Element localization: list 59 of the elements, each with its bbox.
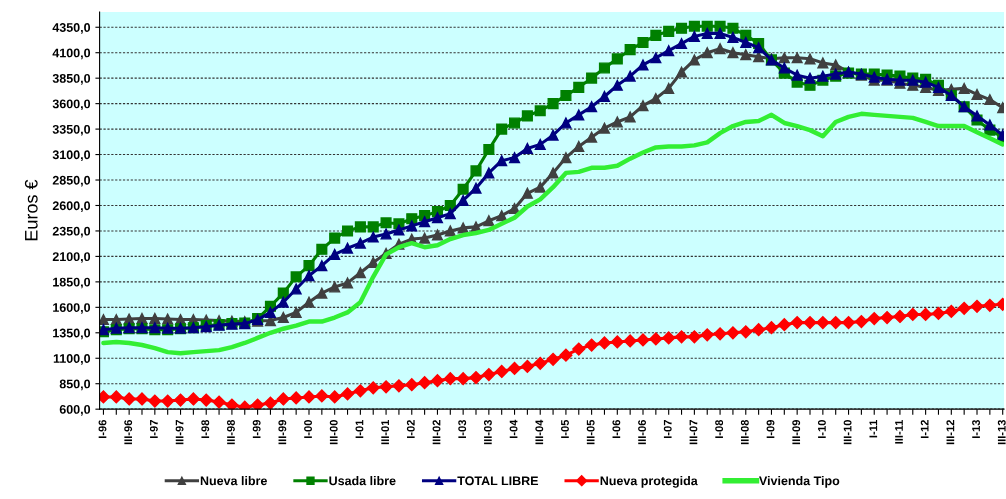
y-tick-label: 4350,0 (52, 23, 91, 34)
y-tick-label: 3100,0 (52, 150, 91, 162)
x-tick-label: I-08 (715, 419, 724, 438)
x-tick-label: III-04 (535, 419, 544, 445)
x-tick-label: III-99 (278, 420, 287, 445)
x-tick-label: I-96 (98, 420, 107, 438)
y-tick-label: 1850,0 (53, 277, 91, 289)
x-tick-label: I-04 (509, 419, 518, 438)
y-tick-label: 2850,0 (52, 175, 91, 187)
x-tick-label: III-10 (843, 420, 852, 445)
x-tick-label: I-05 (561, 419, 569, 438)
x-tick-label: III-00 (329, 420, 338, 445)
x-tick-label: I-07 (663, 420, 672, 438)
y-tick-label: 2600,0 (52, 201, 91, 212)
legend-label: Usada libre (329, 476, 396, 486)
y-tick-label: 850,0 (59, 379, 91, 391)
y-tick-label: 1600,0 (53, 303, 91, 314)
x-tick-label: I-02 (406, 420, 415, 438)
x-tick-label: III-98 (227, 419, 235, 445)
legend-label: Nueva libre (200, 476, 267, 486)
x-tick-label: I-00 (304, 420, 312, 438)
x-tick-label: III-96 (124, 420, 133, 445)
y-axis-title: Euros € (24, 179, 38, 241)
y-tick-label: 3600,0 (52, 99, 91, 111)
y-tick-label: 1100,0 (53, 354, 91, 365)
y-tick-label: 2100,0 (52, 252, 91, 263)
legend-label: TOTAL LIBRE (457, 476, 539, 486)
x-tick-label: III-01 (381, 419, 390, 445)
x-tick-label: III-05 (586, 419, 595, 445)
x-tick-label: III-02 (432, 420, 441, 445)
x-tick-label: I-09 (766, 420, 775, 438)
y-tick-label: 3350,0 (52, 124, 91, 136)
x-tick-label: III-07 (689, 420, 698, 445)
y-tick-label: 3850,0 (52, 73, 91, 85)
x-tick-label: III-97 (175, 420, 184, 445)
x-tick-label: I-06 (612, 420, 621, 438)
x-tick-label: III-12 (946, 420, 955, 445)
x-tick-label: I-13 (972, 420, 981, 438)
line-series (101, 111, 1004, 356)
x-tick-label: I-01 (355, 419, 364, 438)
x-tick-label: III-13 (997, 420, 1006, 445)
x-tick-label: III-11 (895, 419, 903, 444)
x-tick-label: III-06 (638, 420, 646, 445)
x-tick-label: III-09 (792, 420, 801, 445)
y-tick-label: 4100,0 (52, 48, 91, 60)
x-tick-label: I-03 (458, 420, 467, 438)
x-tick-label: I-12 (920, 420, 929, 438)
x-tick-label: I-10 (817, 420, 826, 438)
legend-label: Vivienda Tipo (759, 476, 840, 488)
y-tick-label: 600,0 (59, 404, 91, 416)
x-tick-label: I-11 (869, 419, 878, 438)
x-tick-label: III-08 (740, 419, 749, 445)
x-tick-label: I-98 (201, 419, 210, 438)
x-tick-label: III-03 (483, 420, 492, 445)
y-tick-label: 2350,0 (52, 226, 91, 238)
legend-label: Nueva protegida (600, 476, 698, 488)
x-tick-label: I-97 (149, 420, 158, 438)
x-tick-label: I-99 (252, 420, 261, 438)
y-tick-label: 1350,0 (53, 328, 91, 340)
